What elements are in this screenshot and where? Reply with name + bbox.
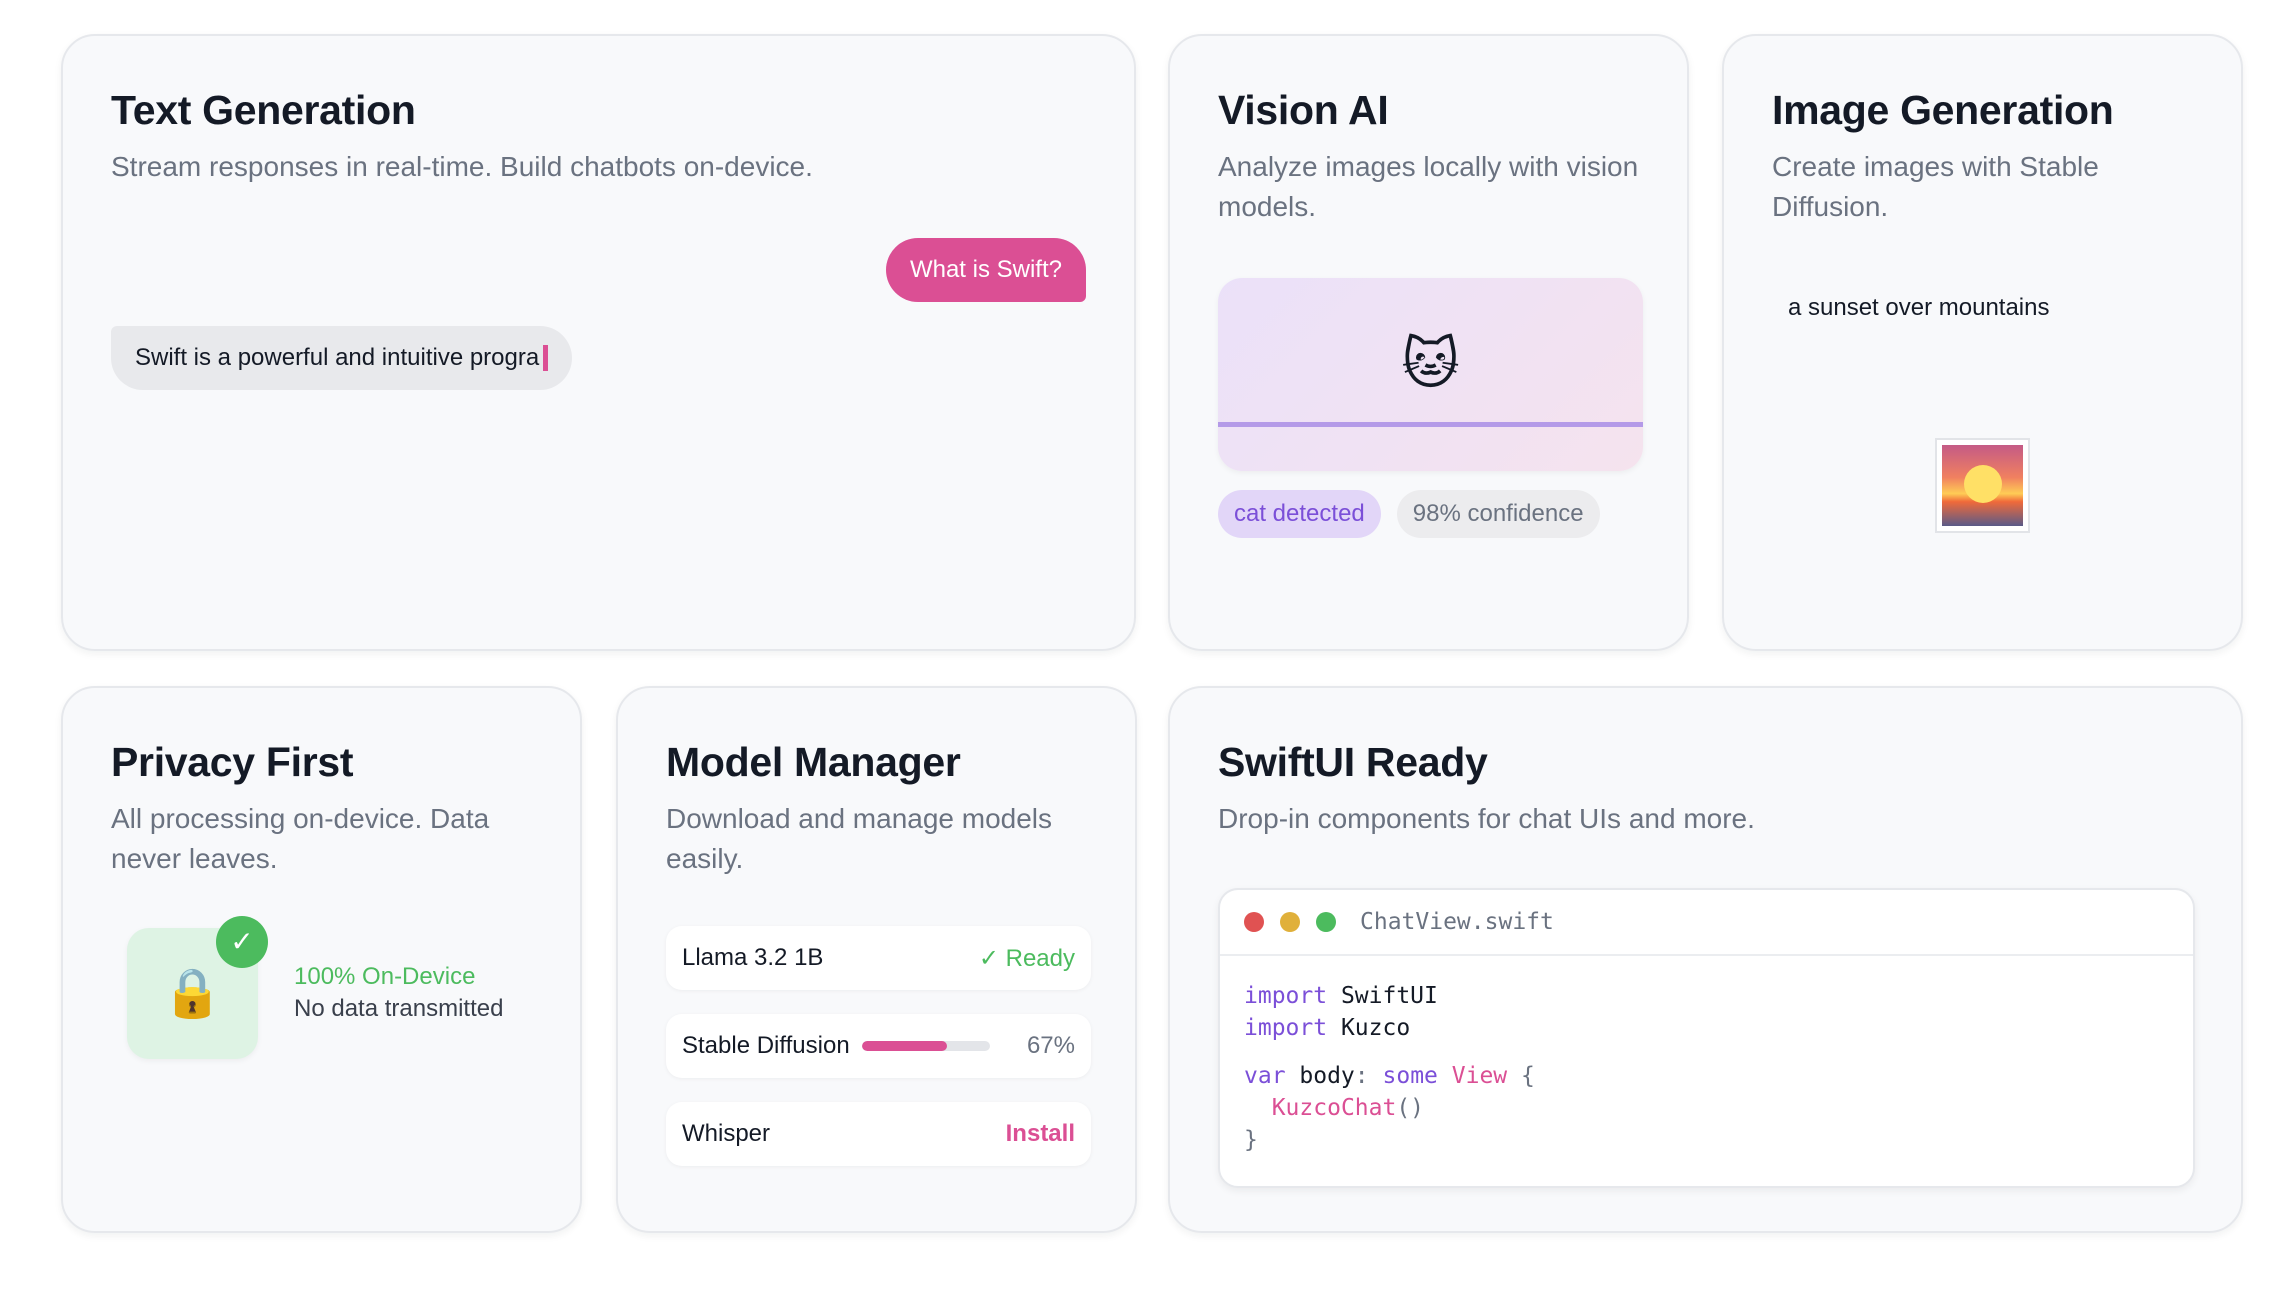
detected-chip: cat detected bbox=[1218, 490, 1381, 538]
detection-chips: cat detected 98% confidence bbox=[1218, 490, 1600, 538]
model-row-whisper: Whisper Install bbox=[666, 1102, 1091, 1166]
code-line: import SwiftUI bbox=[1244, 980, 2169, 1012]
card-description: Create images with Stable Diffusion. bbox=[1772, 151, 2099, 223]
vision-preview: 🐱 bbox=[1218, 278, 1643, 471]
model-manager-card: Model Manager Download and manage models… bbox=[616, 686, 1137, 1233]
card-title: SwiftUI Ready bbox=[1218, 739, 1488, 785]
code-punct: } bbox=[1244, 1127, 1258, 1153]
swiftui-card: SwiftUI Ready Drop-in components for cha… bbox=[1168, 686, 2243, 1233]
image-generation-card: Image Generation Create images with Stab… bbox=[1722, 34, 2243, 651]
model-name: Stable Diffusion bbox=[682, 1032, 850, 1059]
card-description: Drop-in components for chat UIs and more… bbox=[1218, 803, 1755, 835]
code-body: import SwiftUI import Kuzco var body: so… bbox=[1220, 956, 2193, 1180]
card-title: Image Generation bbox=[1772, 87, 2114, 133]
card-description: Stream responses in real-time. Build cha… bbox=[111, 151, 813, 183]
code-line: KuzcoChat() bbox=[1244, 1092, 2169, 1124]
vision-ai-card: Vision AI Analyze images locally with vi… bbox=[1168, 34, 1689, 651]
code-punct: : bbox=[1354, 1063, 1369, 1089]
code-line: var body: some View { bbox=[1244, 1060, 2169, 1092]
code-text: SwiftUI bbox=[1327, 983, 1438, 1009]
code-filename: ChatView.swift bbox=[1360, 909, 1554, 935]
code-window-header: ChatView.swift bbox=[1220, 890, 2193, 956]
code-window: ChatView.swift import SwiftUI import Kuz… bbox=[1218, 888, 2195, 1188]
privacy-status-subtitle: No data transmitted bbox=[294, 995, 504, 1022]
code-line: import Kuzco bbox=[1244, 1012, 2169, 1044]
download-progress-fill bbox=[861, 1041, 948, 1051]
ai-message-bubble: Swift is a powerful and intuitive progra bbox=[111, 326, 573, 390]
download-progress-bar bbox=[861, 1041, 990, 1051]
model-row-stable-diffusion: Stable Diffusion 67% bbox=[666, 1014, 1091, 1078]
code-text: Kuzco bbox=[1327, 1015, 1411, 1041]
code-text: body bbox=[1285, 1063, 1355, 1089]
code-function: KuzcoChat bbox=[1271, 1095, 1397, 1121]
progress-percent: 67% bbox=[1026, 1032, 1075, 1059]
code-type: View bbox=[1437, 1063, 1508, 1089]
scan-line bbox=[1218, 422, 1643, 427]
text-generation-card: Text Generation Stream responses in real… bbox=[61, 34, 1136, 651]
card-title: Privacy First bbox=[111, 739, 354, 785]
ai-message-text: Swift is a powerful and intuitive progra bbox=[135, 344, 540, 371]
lock-icon: 🔒 bbox=[162, 966, 223, 1020]
model-name: Llama 3.2 1B bbox=[682, 944, 824, 971]
code-keyword: some bbox=[1368, 1063, 1438, 1089]
privacy-status-title: 100% On-Device bbox=[294, 963, 476, 990]
user-message-bubble: What is Swift? bbox=[885, 238, 1086, 302]
model-name: Whisper bbox=[682, 1120, 771, 1147]
ready-status: ✓ Ready bbox=[978, 944, 1075, 972]
confidence-chip: 98% confidence bbox=[1396, 490, 1600, 538]
install-button[interactable]: Install bbox=[1005, 1120, 1075, 1147]
code-punct: { bbox=[1507, 1063, 1535, 1089]
sunset-image-icon bbox=[1942, 445, 2023, 526]
card-title: Text Generation bbox=[111, 87, 416, 133]
model-row-llama: Llama 3.2 1B ✓ Ready bbox=[666, 926, 1091, 990]
code-line: } bbox=[1244, 1124, 2169, 1156]
card-description: Download and manage models easily. bbox=[666, 803, 1053, 875]
code-keyword: var bbox=[1244, 1063, 1286, 1089]
code-punct: () bbox=[1396, 1095, 1425, 1121]
card-title: Model Manager bbox=[666, 739, 961, 785]
cat-icon: 🐱 bbox=[1401, 332, 1460, 395]
generated-image bbox=[1935, 438, 2030, 533]
card-description: Analyze images locally with vision model… bbox=[1218, 151, 1639, 223]
window-close-dot bbox=[1244, 912, 1264, 932]
typing-cursor bbox=[543, 345, 549, 371]
code-keyword: import bbox=[1244, 983, 1328, 1009]
card-title: Vision AI bbox=[1218, 87, 1389, 133]
prompt-text: a sunset over mountains bbox=[1788, 294, 2050, 321]
code-keyword: import bbox=[1244, 1015, 1328, 1041]
window-minimize-dot bbox=[1280, 912, 1300, 932]
privacy-card: Privacy First All processing on-device. … bbox=[61, 686, 582, 1233]
check-icon: ✓ bbox=[216, 916, 268, 968]
window-zoom-dot bbox=[1316, 912, 1336, 932]
card-description: All processing on-device. Data never lea… bbox=[111, 803, 490, 875]
